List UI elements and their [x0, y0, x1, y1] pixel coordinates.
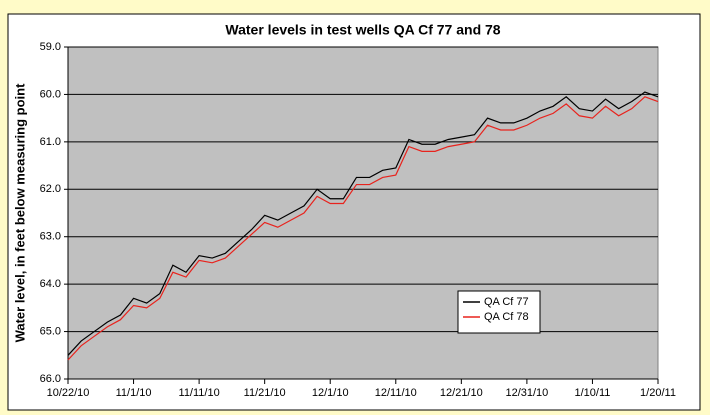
chart-title: Water levels in test wells QA Cf 77 and …	[225, 22, 500, 38]
x-tick-label: 12/31/10	[505, 387, 548, 399]
y-tick-label: 60.0	[40, 88, 61, 100]
y-tick-label: 66.0	[40, 373, 61, 385]
y-tick-label: 62.0	[40, 183, 61, 195]
y-tick-label: 61.0	[40, 136, 61, 148]
series-line	[67, 96, 659, 361]
legend-label: QA Cf 77	[484, 296, 529, 308]
legend-label: QA Cf 78	[484, 311, 529, 323]
y-tick-label: 65.0	[40, 325, 61, 337]
y-tick-label: 64.0	[40, 278, 61, 290]
x-tick-label: 11/21/10	[244, 387, 286, 399]
x-tick-label: 12/21/10	[440, 387, 483, 399]
x-tick-label: 10/22/10	[47, 387, 90, 399]
series-line	[67, 91, 659, 356]
x-tick-label: 11/11/10	[179, 387, 220, 399]
y-tick-label: 63.0	[40, 231, 61, 243]
y-axis-label: Water level, in feet below measuring poi…	[12, 83, 27, 343]
x-tick-label: 12/1/10	[312, 387, 349, 399]
x-tick-label: 1/20/11	[640, 387, 676, 399]
legend-box	[457, 290, 541, 334]
x-tick-label: 1/10/11	[574, 387, 610, 399]
x-tick-label: 12/11/10	[375, 387, 417, 399]
x-tick-label: 11/1/10	[116, 387, 152, 399]
y-tick-label: 59.0	[40, 41, 61, 53]
plot-area	[67, 46, 659, 380]
